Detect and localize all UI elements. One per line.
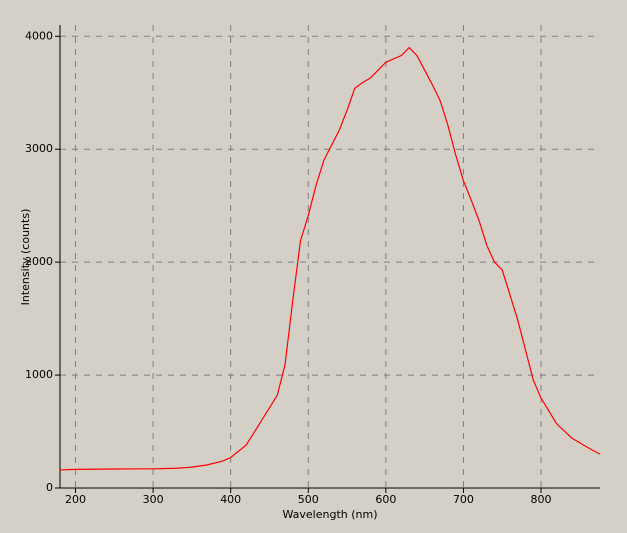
x-tick-label: 200 (65, 493, 86, 506)
x-tick-label: 400 (220, 493, 241, 506)
y-tick-label: 3000 (25, 142, 53, 155)
x-tick-label: 600 (375, 493, 396, 506)
x-tick-label: 300 (143, 493, 164, 506)
y-tick-label: 1000 (25, 368, 53, 381)
x-tick-label: 500 (298, 493, 319, 506)
x-tick-label: 800 (531, 493, 552, 506)
data-line (59, 46, 601, 471)
y-axis-label: Intensity (counts) (19, 209, 32, 306)
y-tick-label: 2000 (25, 255, 53, 268)
y-tick-label: 0 (46, 481, 53, 494)
x-tick-label: 700 (453, 493, 474, 506)
x-axis-label: Wavelength (nm) (282, 508, 377, 521)
y-tick-label: 4000 (25, 29, 53, 42)
